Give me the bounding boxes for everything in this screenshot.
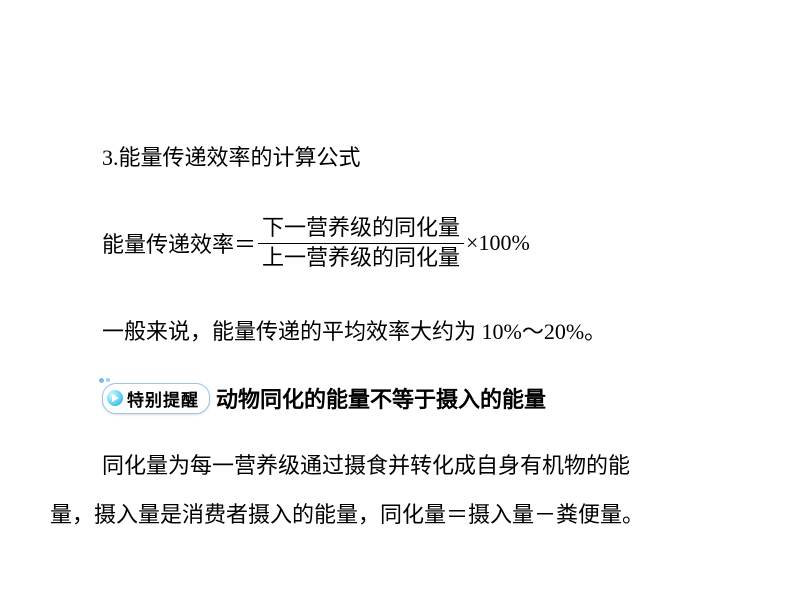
formula-numerator: 下一营养级的同化量 <box>258 214 464 243</box>
formula-suffix: ×100% <box>466 230 530 256</box>
badge-decoration <box>99 378 110 383</box>
formula-denominator: 上一营养级的同化量 <box>258 244 464 273</box>
badge-label: 特别提醒 <box>127 386 199 411</box>
formula-fraction: 下一营养级的同化量 上一营养级的同化量 <box>258 214 464 272</box>
formula: 能量传递效率＝ 下一营养级的同化量 上一营养级的同化量 ×100% <box>102 214 744 272</box>
section-title: 3.能量传递效率的计算公式 <box>102 140 744 172</box>
highlight-line: 特别提醒 动物同化的能量不等于摄入的能量 <box>102 382 744 414</box>
tip-badge: 特别提醒 <box>102 383 210 414</box>
highlight-text: 动物同化的能量不等于摄入的能量 <box>216 382 546 414</box>
paragraph-line-1: 同化量为每一营养级通过摄食并转化成自身有机物的能 <box>102 442 744 490</box>
play-icon <box>107 390 123 406</box>
paragraph-line-2: 量，摄入量是消费者摄入的能量，同化量＝摄入量－粪便量。 <box>50 491 744 539</box>
average-efficiency-text: 一般来说，能量传递的平均效率大约为 10%～20%。 <box>102 314 744 346</box>
formula-lhs: 能量传递效率＝ <box>102 227 256 259</box>
